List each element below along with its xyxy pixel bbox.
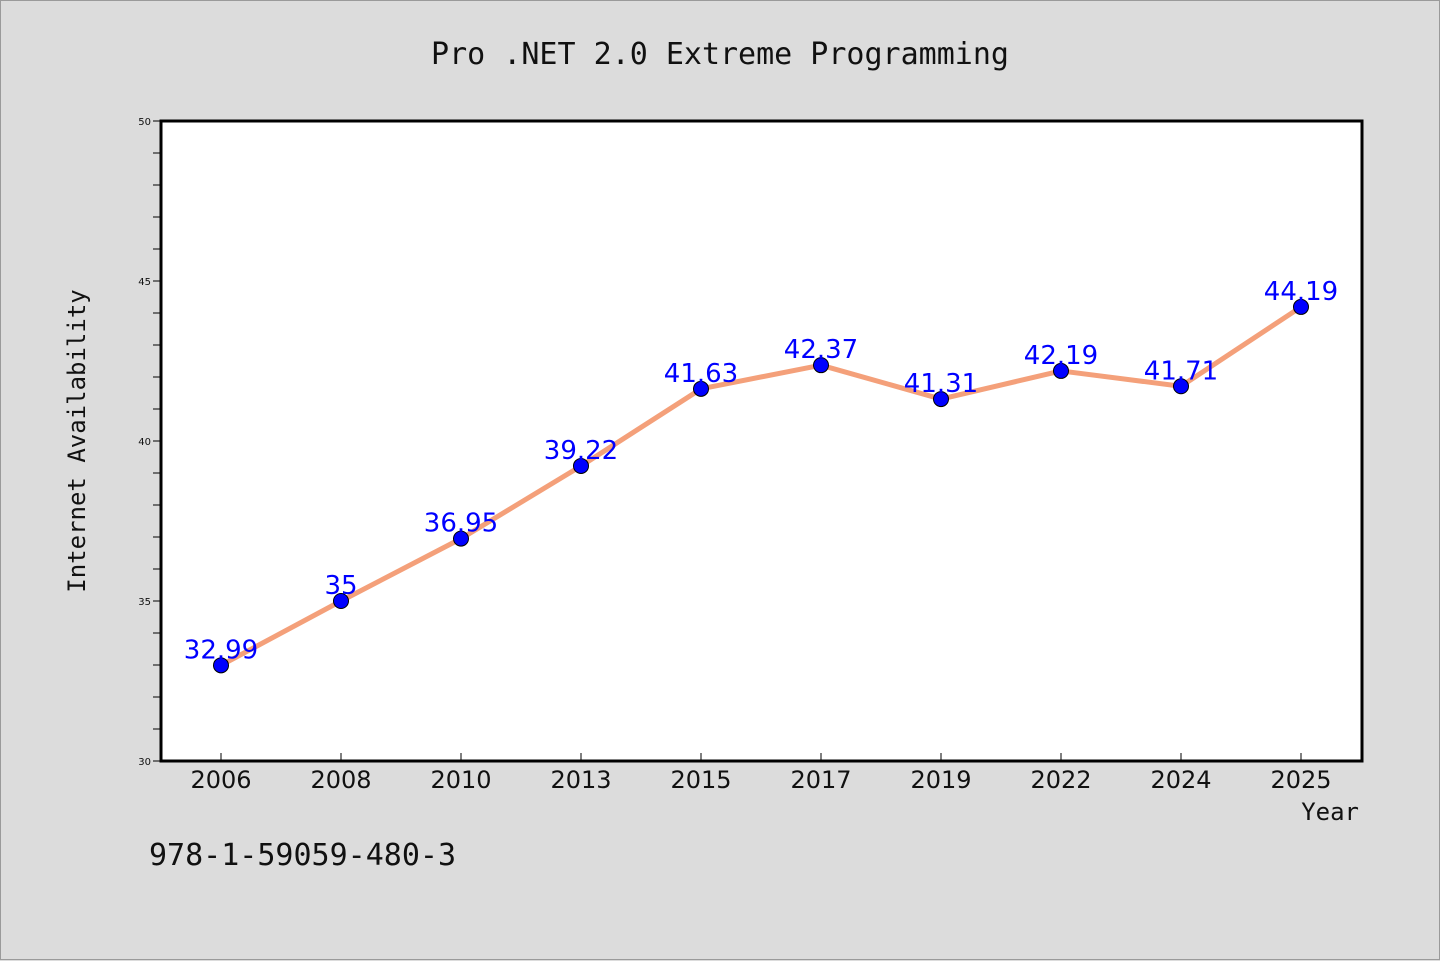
x-tick-label: 2019 [910, 766, 971, 794]
data-point [1053, 362, 1069, 379]
data-point [693, 380, 709, 397]
data-label: 39.22 [544, 436, 618, 466]
data-label: 35 [324, 571, 357, 601]
data-label: 41.63 [664, 359, 738, 389]
data-point [213, 657, 229, 674]
data-label: 41.31 [904, 369, 978, 399]
y-axis-label: Internet Availability [63, 289, 91, 592]
x-tick-label: 2024 [1150, 766, 1211, 794]
x-axis: 2006 2008 2010 2013 2015 2017 2019 2022 2024 2025 [190, 753, 1332, 794]
x-tick-label: 2022 [1030, 766, 1091, 794]
data-point [1293, 298, 1309, 315]
x-tick-label: 2017 [790, 766, 851, 794]
x-tick-label: 2013 [550, 766, 611, 794]
isbn-footnote: 978-1-59059-480-3 [149, 838, 456, 873]
data-point [453, 530, 469, 547]
data-point [573, 457, 589, 474]
data-label: 36.95 [424, 509, 498, 539]
y-tick-label: 40 [138, 437, 151, 448]
x-axis-label: Year [1301, 798, 1359, 826]
y-tick-label: 45 [138, 277, 151, 288]
data-point [813, 357, 829, 374]
x-tick-label: 2008 [310, 766, 371, 794]
x-tick-label: 2010 [430, 766, 491, 794]
series-line [218, 304, 1304, 668]
x-tick-label: 2006 [190, 766, 251, 794]
y-tick-label: 50 [138, 117, 151, 128]
y-tick-label: 35 [138, 597, 151, 608]
data-point [933, 391, 949, 408]
data-label: 32.99 [184, 635, 258, 665]
x-tick-label: 2015 [670, 766, 731, 794]
data-label: 42.19 [1024, 341, 1098, 371]
y-axis: 30 35 40 45 50 [138, 117, 161, 768]
plot-area [159, 119, 1364, 763]
x-tick-label: 2025 [1270, 766, 1331, 794]
chart-title: Pro .NET 2.0 Extreme Programming [431, 37, 1009, 72]
y-tick-label: 30 [138, 757, 151, 768]
data-label: 44.19 [1264, 277, 1338, 307]
data-label: 41.71 [1144, 356, 1218, 386]
data-series: 32.99 35 36.95 39.22 41.63 42.37 41.31 42.19 41.… [184, 277, 1338, 674]
data-point [1173, 378, 1189, 395]
data-label: 42.37 [784, 335, 858, 365]
data-point [333, 593, 349, 609]
